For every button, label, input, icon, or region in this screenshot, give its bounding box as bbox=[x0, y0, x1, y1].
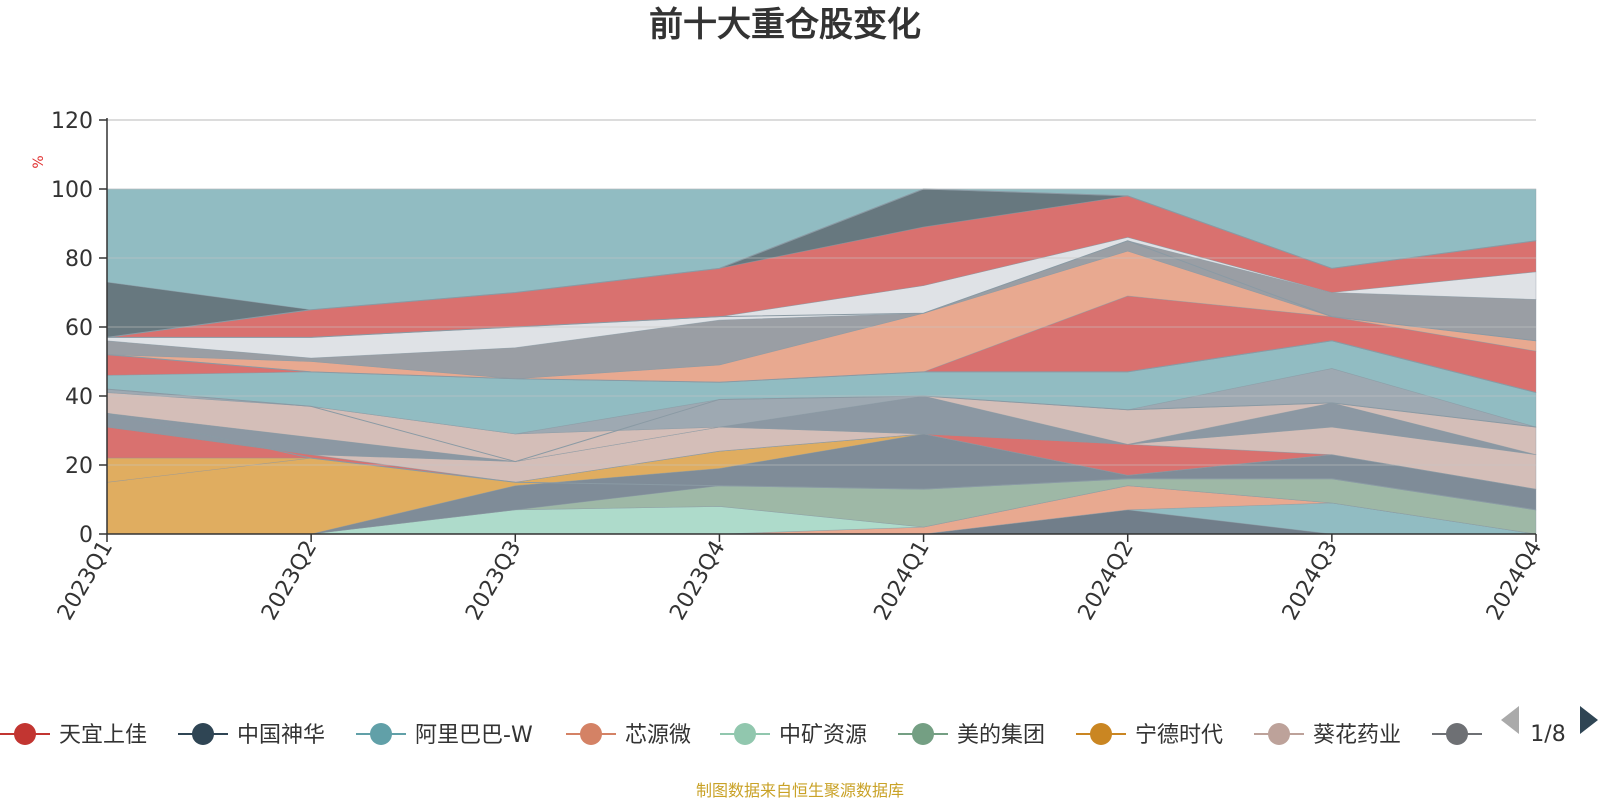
y-tick-label: 100 bbox=[51, 178, 93, 203]
legend-label: 中矿资源 bbox=[779, 723, 867, 748]
legend: 天宜上佳 中国神华 阿里巴巴-W 芯源微 中矿资源 美的集团 宁德时代 葵花药业 bbox=[0, 723, 1482, 748]
legend-marker-icon bbox=[192, 723, 214, 745]
legend-pager: 1/8 bbox=[1501, 706, 1598, 747]
chart-title: 前十大重仓股变化 bbox=[649, 5, 921, 45]
y-tick-label: 60 bbox=[65, 316, 93, 341]
legend-label: 宁德时代 bbox=[1135, 723, 1223, 748]
legend-marker-icon bbox=[370, 723, 392, 745]
legend-marker-icon bbox=[1268, 723, 1290, 745]
legend-prev-arrow-icon[interactable] bbox=[1501, 706, 1519, 734]
legend-label: 阿里巴巴-W bbox=[415, 723, 533, 748]
series-line bbox=[106, 340, 1537, 394]
x-tick-label: 2024Q3 bbox=[1278, 537, 1343, 625]
series-line bbox=[106, 188, 1537, 338]
legend-label: 美的集团 bbox=[957, 723, 1045, 748]
x-tick-label: 2023Q2 bbox=[257, 537, 322, 625]
legend-marker-icon bbox=[734, 723, 756, 745]
y-tick-label: 40 bbox=[65, 385, 93, 410]
plot-area bbox=[106, 188, 1537, 535]
legend-label: 天宜上佳 bbox=[59, 723, 147, 748]
x-tick-label: 2023Q1 bbox=[53, 537, 118, 625]
legend-item[interactable] bbox=[1432, 723, 1482, 745]
legend-item[interactable]: 天宜上佳 bbox=[0, 723, 147, 748]
y-tick-label: 20 bbox=[65, 454, 93, 479]
x-tick-label: 2024Q4 bbox=[1482, 537, 1547, 625]
legend-label: 葵花药业 bbox=[1313, 723, 1401, 748]
data-source-note: 制图数据来自恒生聚源数据库 bbox=[696, 781, 904, 800]
legend-marker-icon bbox=[580, 723, 602, 745]
legend-item[interactable]: 美的集团 bbox=[898, 723, 1045, 748]
x-tick-label: 2024Q2 bbox=[1074, 537, 1139, 625]
legend-marker-icon bbox=[1446, 723, 1468, 745]
y-tick-label: 0 bbox=[79, 523, 93, 548]
x-tick-label: 2023Q4 bbox=[665, 537, 730, 625]
legend-item[interactable]: 葵花药业 bbox=[1254, 723, 1401, 748]
series-line bbox=[106, 412, 1537, 511]
legend-item[interactable]: 中国神华 bbox=[178, 723, 325, 748]
legend-item[interactable]: 阿里巴巴-W bbox=[356, 723, 533, 748]
legend-marker-icon bbox=[1090, 723, 1112, 745]
grid-lines bbox=[107, 119, 1536, 466]
legend-marker-icon bbox=[14, 723, 36, 745]
legend-item[interactable]: 芯源微 bbox=[566, 723, 691, 748]
y-tick-label: 80 bbox=[65, 247, 93, 272]
legend-next-arrow-icon[interactable] bbox=[1580, 706, 1598, 734]
legend-item[interactable]: 宁德时代 bbox=[1076, 723, 1223, 748]
x-tick-label: 2023Q3 bbox=[461, 537, 526, 625]
legend-page-indicator: 1/8 bbox=[1530, 722, 1565, 747]
y-axis-unit: % bbox=[31, 155, 47, 168]
legend-item[interactable]: 中矿资源 bbox=[720, 723, 867, 748]
y-tick-label: 120 bbox=[51, 109, 93, 134]
legend-label: 中国神华 bbox=[237, 723, 325, 748]
legend-marker-icon bbox=[912, 723, 934, 745]
series-line bbox=[107, 240, 1537, 342]
x-tick-label: 2024Q1 bbox=[869, 537, 934, 625]
series-line bbox=[106, 388, 1537, 463]
legend-label: 芯源微 bbox=[625, 723, 691, 748]
